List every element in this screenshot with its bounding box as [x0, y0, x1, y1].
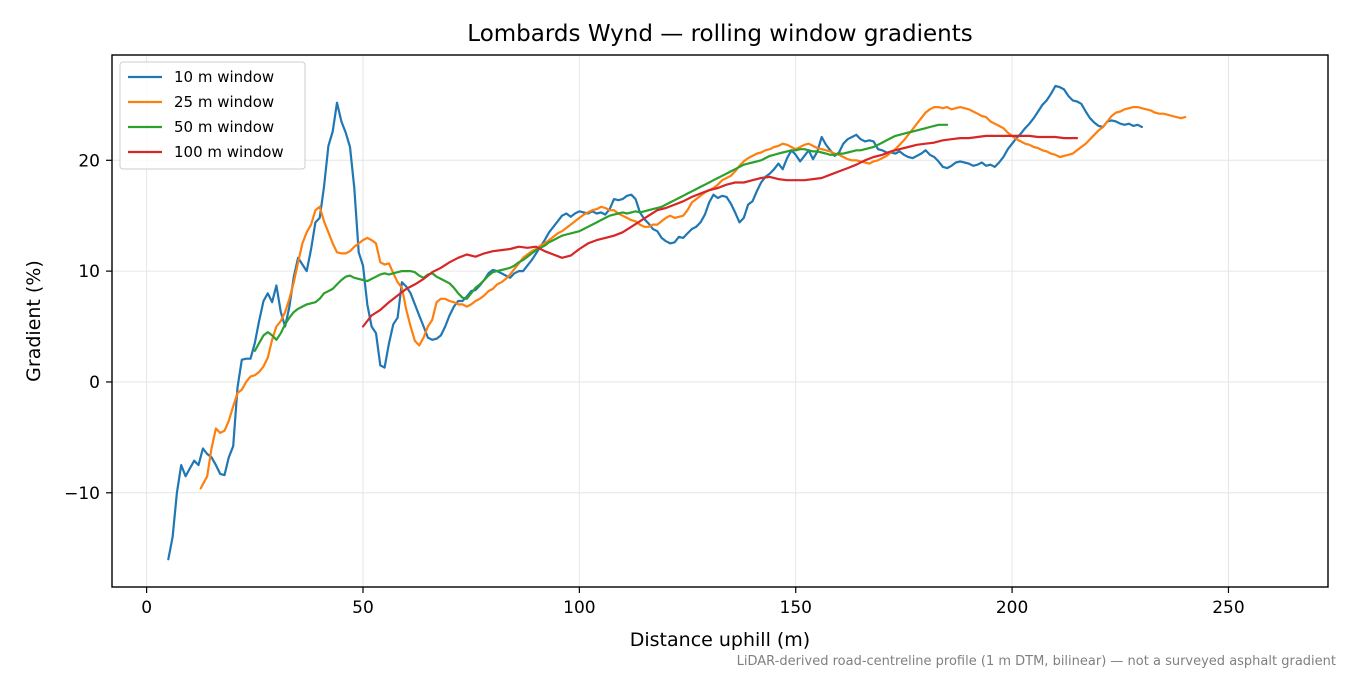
- legend-label-1: 10 m window: [174, 68, 274, 86]
- legend-label-4: 100 m window: [174, 143, 284, 161]
- y-axis-label: Gradient (%): [23, 260, 45, 382]
- y-tick-label: 10: [78, 262, 100, 282]
- x-tick-label: 200: [996, 598, 1028, 618]
- x-tick-label: 100: [563, 598, 595, 618]
- x-tick-label: 50: [352, 598, 374, 618]
- x-tick-label: 150: [780, 598, 812, 618]
- y-tick-label: 0: [89, 373, 100, 393]
- series-line-2: [199, 106, 1187, 490]
- series-line-4: [361, 134, 1079, 328]
- x-tick-label: 0: [141, 598, 152, 618]
- legend-box: [119, 61, 306, 170]
- chart-caption: LiDAR-derived road-centreline profile (1…: [737, 654, 1336, 669]
- axis-ticks: 0 50 100 150 200 250 −10 0 10 20: [64, 151, 1245, 618]
- chart-title: Lombards Wynd — rolling window gradients: [467, 21, 972, 47]
- y-tick-label: −10: [64, 484, 100, 504]
- series-lines: [167, 84, 1187, 561]
- grid-lines: [112, 55, 1328, 587]
- plot-frame: [111, 54, 1329, 588]
- series-line-3: [253, 123, 949, 352]
- x-tick-label: 250: [1212, 598, 1244, 618]
- x-axis-label: Distance uphill (m): [630, 629, 810, 651]
- legend: 10 m window 25 m window 50 m window 100 m w…: [119, 61, 306, 170]
- series-line-1: [167, 84, 1143, 561]
- y-tick-label: 20: [78, 151, 100, 171]
- legend-label-3: 50 m window: [174, 118, 274, 136]
- legend-label-2: 25 m window: [174, 93, 274, 111]
